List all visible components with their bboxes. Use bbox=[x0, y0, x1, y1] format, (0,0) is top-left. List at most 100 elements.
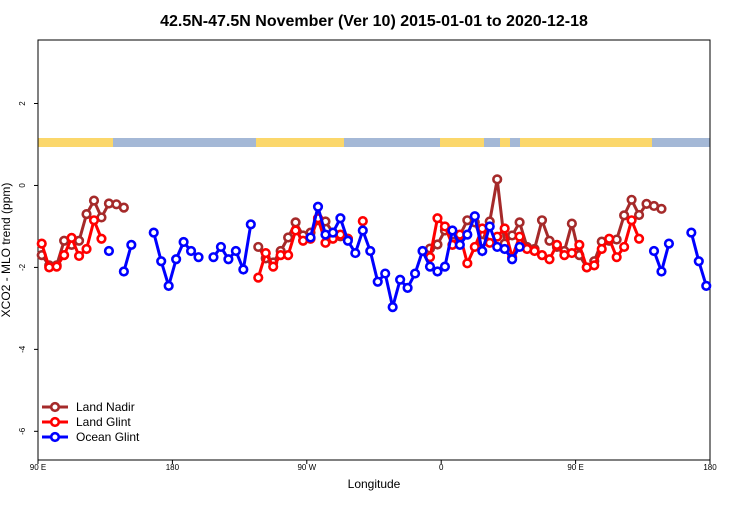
point bbox=[507, 254, 518, 265]
point bbox=[312, 201, 324, 212]
legend-marker bbox=[49, 401, 61, 413]
point bbox=[514, 231, 525, 242]
point bbox=[432, 239, 443, 250]
point bbox=[462, 258, 473, 269]
y-tick-label: 2 bbox=[18, 101, 27, 106]
point bbox=[283, 250, 294, 261]
x-axis-label: Longitude bbox=[348, 477, 401, 491]
point bbox=[544, 254, 555, 265]
point bbox=[633, 209, 645, 221]
point bbox=[619, 210, 630, 221]
point bbox=[551, 239, 563, 250]
y-tick-label: -2 bbox=[18, 263, 27, 271]
y-tick-label: -4 bbox=[18, 345, 27, 353]
point bbox=[544, 235, 555, 246]
land-strip bbox=[500, 138, 510, 147]
point bbox=[409, 268, 421, 279]
y-tick-label: 0 bbox=[18, 183, 27, 188]
point bbox=[417, 245, 428, 257]
point bbox=[432, 266, 443, 277]
point bbox=[238, 264, 249, 275]
point bbox=[118, 202, 129, 213]
point bbox=[439, 261, 451, 272]
point bbox=[305, 232, 316, 243]
point bbox=[372, 276, 383, 287]
point bbox=[387, 302, 398, 313]
point bbox=[126, 239, 137, 250]
point bbox=[701, 280, 712, 291]
point bbox=[88, 215, 100, 226]
point bbox=[566, 247, 577, 259]
point bbox=[611, 252, 622, 263]
point bbox=[215, 241, 227, 253]
point bbox=[633, 233, 645, 244]
point bbox=[88, 195, 100, 206]
point bbox=[223, 254, 234, 265]
point bbox=[178, 236, 189, 248]
legend-label: Land Glint bbox=[76, 415, 131, 429]
land-sea-strip bbox=[38, 138, 710, 147]
point bbox=[36, 238, 47, 249]
point bbox=[185, 245, 197, 257]
point bbox=[335, 213, 346, 224]
point bbox=[499, 243, 510, 255]
point bbox=[447, 225, 458, 236]
legend-marker bbox=[49, 416, 61, 428]
legend-marker bbox=[49, 431, 61, 443]
point bbox=[208, 252, 219, 263]
point bbox=[566, 218, 577, 229]
point bbox=[626, 215, 637, 226]
y-tick-label: -6 bbox=[18, 427, 27, 435]
point bbox=[156, 256, 167, 267]
point bbox=[357, 225, 368, 236]
point bbox=[395, 274, 406, 285]
point bbox=[51, 261, 62, 272]
point bbox=[574, 239, 585, 250]
point bbox=[193, 252, 204, 263]
land-strip bbox=[38, 138, 113, 147]
point bbox=[118, 266, 129, 277]
point bbox=[469, 241, 480, 253]
point bbox=[268, 261, 279, 272]
point bbox=[103, 245, 115, 257]
x-tick-label: 90 E bbox=[30, 463, 46, 472]
point bbox=[432, 213, 443, 224]
x-tick-label: 90 E bbox=[567, 463, 583, 472]
point bbox=[73, 250, 85, 262]
point bbox=[469, 211, 480, 222]
point bbox=[439, 221, 451, 232]
point bbox=[171, 254, 182, 265]
point bbox=[380, 268, 391, 279]
x-tick-label: 180 bbox=[703, 463, 717, 472]
land-strip bbox=[256, 138, 344, 147]
point bbox=[589, 260, 600, 271]
x-tick-label: 90 W bbox=[297, 463, 316, 472]
chart-title: 42.5N-47.5N November (Ver 10) 2015-01-01… bbox=[160, 13, 588, 30]
point bbox=[253, 272, 264, 283]
point bbox=[283, 232, 294, 243]
point bbox=[245, 219, 256, 230]
point bbox=[619, 241, 630, 253]
legend-label: Land Nadir bbox=[76, 400, 135, 414]
ocean-strip bbox=[38, 138, 710, 147]
land-strip bbox=[440, 138, 484, 147]
legend-label: Ocean Glint bbox=[76, 430, 140, 444]
point bbox=[148, 227, 159, 238]
point bbox=[596, 243, 607, 255]
point bbox=[514, 217, 525, 228]
point bbox=[604, 233, 615, 244]
point bbox=[462, 229, 473, 240]
point bbox=[536, 215, 548, 226]
point bbox=[230, 245, 241, 257]
point bbox=[350, 247, 361, 259]
point bbox=[59, 250, 70, 261]
point bbox=[66, 232, 77, 244]
point bbox=[290, 225, 301, 236]
point bbox=[656, 203, 667, 214]
point bbox=[365, 245, 376, 257]
land-strip bbox=[520, 138, 652, 147]
point bbox=[648, 245, 660, 257]
point bbox=[626, 194, 637, 205]
point bbox=[529, 245, 540, 257]
